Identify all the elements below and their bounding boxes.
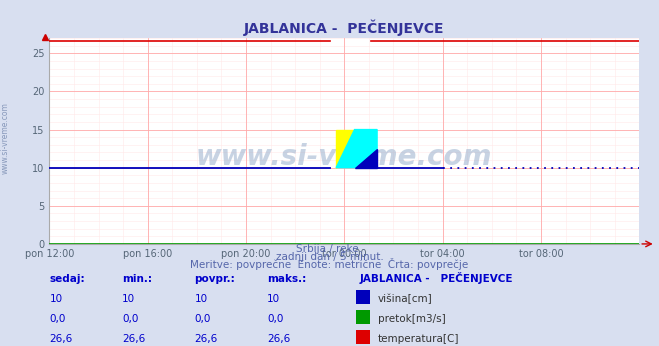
Polygon shape (336, 129, 355, 168)
Text: pretok[m3/s]: pretok[m3/s] (378, 314, 445, 324)
Text: Srbija / reke.: Srbija / reke. (297, 244, 362, 254)
Title: JABLANICA -  PEČENJEVCE: JABLANICA - PEČENJEVCE (244, 19, 445, 36)
Text: maks.:: maks.: (267, 274, 306, 284)
Text: 10: 10 (49, 294, 63, 304)
Text: temperatura[C]: temperatura[C] (378, 334, 459, 344)
Text: 0,0: 0,0 (49, 314, 66, 324)
Text: min.:: min.: (122, 274, 152, 284)
Text: zadnji dan / 5 minut.: zadnji dan / 5 minut. (275, 252, 384, 262)
Text: višina[cm]: višina[cm] (378, 294, 432, 304)
Text: 10: 10 (267, 294, 280, 304)
Text: sedaj:: sedaj: (49, 274, 85, 284)
Text: 26,6: 26,6 (267, 334, 290, 344)
Text: 26,6: 26,6 (194, 334, 217, 344)
Text: Meritve: povprečne  Enote: metrične  Črta: povprečje: Meritve: povprečne Enote: metrične Črta:… (190, 258, 469, 271)
Text: 0,0: 0,0 (122, 314, 138, 324)
Text: 10: 10 (194, 294, 208, 304)
Text: www.si-vreme.com: www.si-vreme.com (196, 144, 492, 172)
Text: 10: 10 (122, 294, 135, 304)
Polygon shape (336, 129, 377, 168)
Text: 0,0: 0,0 (267, 314, 283, 324)
Polygon shape (355, 149, 377, 168)
Text: JABLANICA -   PEČENJEVCE: JABLANICA - PEČENJEVCE (359, 272, 513, 284)
Text: povpr.:: povpr.: (194, 274, 235, 284)
Text: 26,6: 26,6 (49, 334, 72, 344)
Text: 0,0: 0,0 (194, 314, 211, 324)
Text: 26,6: 26,6 (122, 334, 145, 344)
Text: www.si-vreme.com: www.si-vreme.com (1, 102, 10, 174)
